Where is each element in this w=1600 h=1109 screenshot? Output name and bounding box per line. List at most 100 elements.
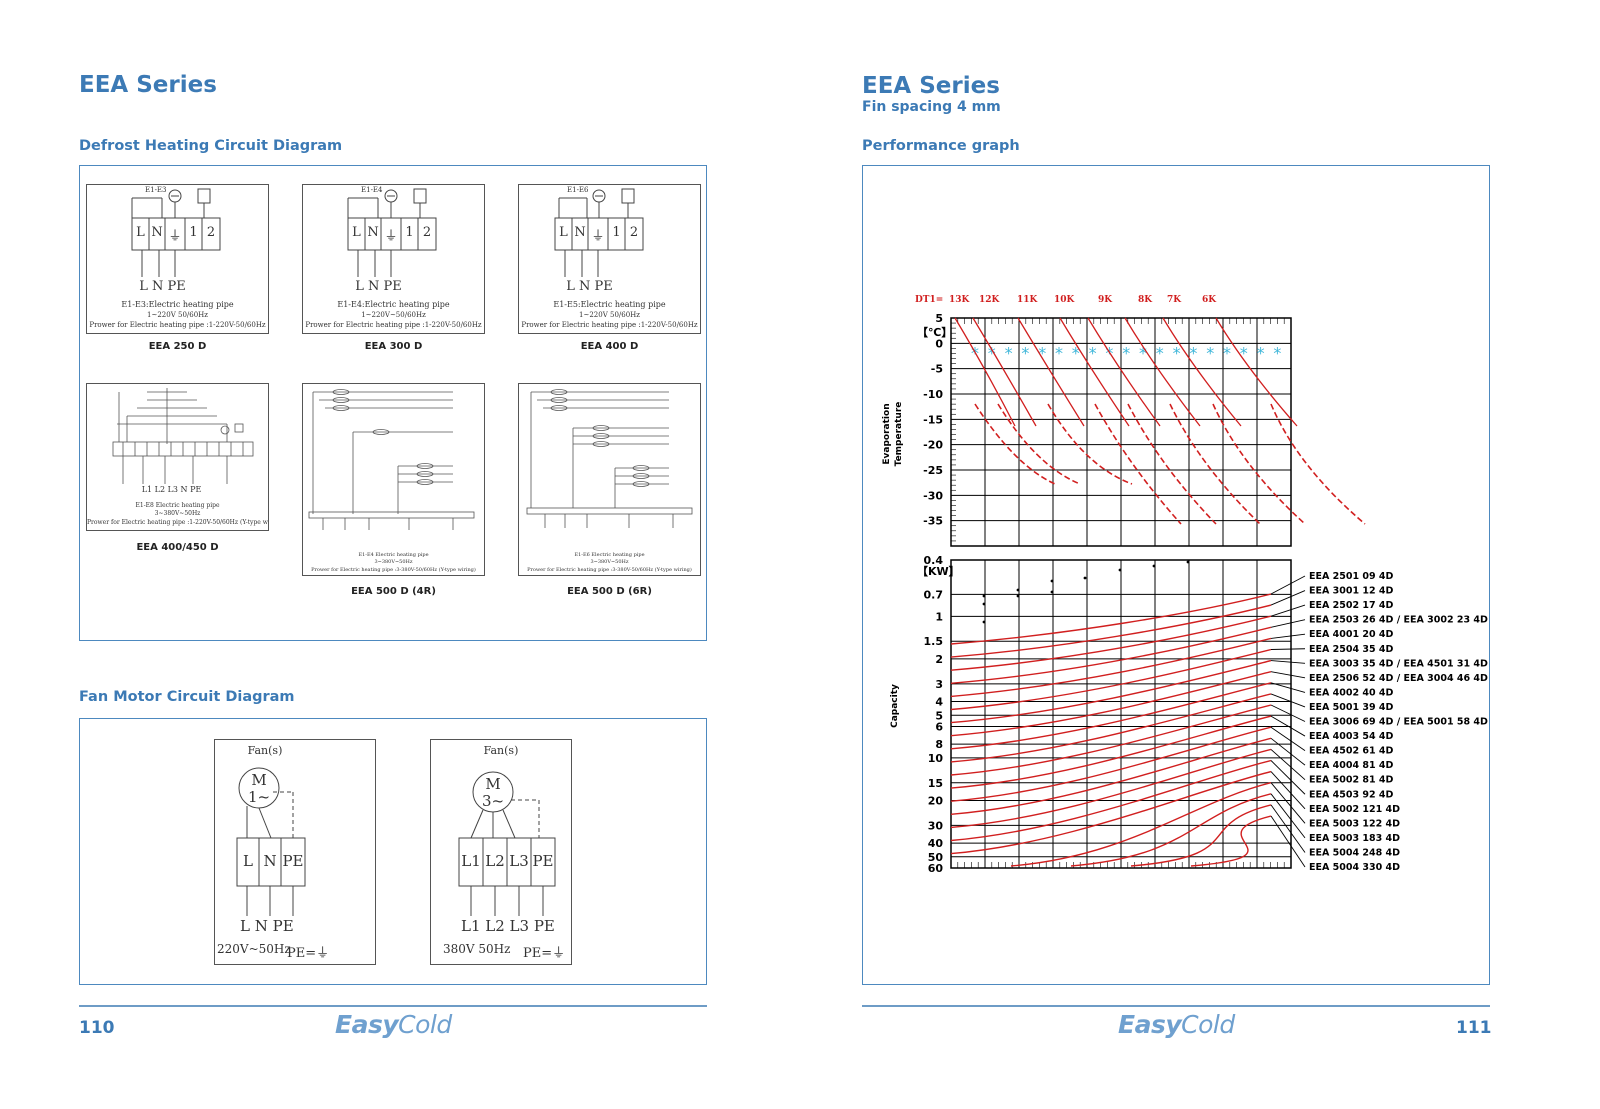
dt-label: 13K (949, 295, 971, 305)
asterisk-marker: * (1206, 343, 1214, 362)
terminal-l1: L1 (461, 852, 481, 870)
terminal-ground: ⏚ (168, 229, 182, 244)
asterisk-marker: * (988, 343, 996, 362)
supply-labels: L N PE (566, 279, 613, 294)
three-phase-heater-schematic (112, 388, 254, 484)
series-label: EEA 2501 09 4D (1309, 571, 1394, 582)
capacity-curve (1010, 782, 1272, 867)
y-axis-label: Temperature (894, 402, 904, 467)
terminal-labels: L1 L2 L3 PE (459, 852, 555, 870)
terminal-block-schematic (131, 188, 221, 277)
defrost-diagram-frame: E1-E3 L N ⏚ 1 2 L N PE E1-E3:Electric he… (79, 165, 707, 641)
y-tick-label: -15 (923, 413, 943, 426)
fan-diagram-three-phase: Fan(s) M 3~ L1 L2 L3 PE L1 L2 L3 PE 38 (430, 739, 572, 965)
y-tick-label: 0.4 (924, 554, 944, 567)
dt-prefix: DT1= (915, 295, 943, 305)
terminal-l: L (136, 225, 145, 240)
dt-label: 9K (1098, 295, 1113, 305)
data-dot (1152, 564, 1156, 568)
three-phase-heater-schematic (308, 389, 475, 530)
y-tick-label: 8 (935, 738, 943, 751)
y-tick-label: -10 (923, 388, 943, 401)
asterisk-marker: * (1139, 343, 1147, 362)
leader-line (1270, 749, 1306, 781)
terminal-pe: PE (532, 852, 554, 870)
series-label: EEA 4503 92 4D (1309, 789, 1394, 800)
supply-voltage: 220V~50Hz (217, 942, 291, 956)
dt-label: 12K (979, 295, 1001, 305)
motor-symbol: M 3~ (473, 776, 513, 810)
diagram-note-3: Prower for Electric heating pipe :3-380V… (311, 567, 476, 573)
diagram-note-3: Prower for Electric heating pipe :1-220V… (89, 321, 266, 329)
capacity-curve (1130, 804, 1272, 867)
y-axis-label: Capacity (890, 684, 900, 728)
fan-diagram-frame: Fan(s) M 1~ L N PE L N PE 220V~50Hz PE=⏚… (79, 718, 707, 985)
y-axis-label: Evaporation (882, 403, 892, 464)
capacity-curve (1190, 815, 1272, 867)
leader-line (1270, 648, 1306, 650)
diagram-note-1: E1-E4:Electric heating pipe (337, 300, 450, 309)
leader-line (1270, 760, 1306, 795)
brand-logo: EasyCold (1118, 1010, 1235, 1039)
evap-curve-solid (1215, 317, 1298, 427)
dt-label: 10K (1054, 295, 1076, 305)
asterisk-marker: * (1189, 343, 1197, 362)
terminal-l2: L2 (485, 852, 505, 870)
motor-phase: 1~ (247, 788, 271, 806)
terminal-2: 2 (422, 225, 432, 240)
left-page-title: EEA Series (79, 72, 217, 98)
series-label: EEA 4502 61 4D (1309, 746, 1394, 757)
leader-line (1270, 619, 1306, 628)
diagram-note-2: 3~380V~50Hz (374, 559, 413, 565)
leader-line (1270, 815, 1306, 868)
evap-curve-solid (954, 317, 1016, 427)
terminal-1: 1 (189, 225, 198, 240)
y-tick-label: 1 (935, 610, 943, 623)
y-tick-label: 2 (935, 653, 943, 666)
defrost-diagram-eea400: E1-E6 L N ⏚ 1 2 L N PE E1-E5:Electric he… (518, 184, 701, 334)
right-footer-rule (862, 1005, 1490, 1007)
y-tick-label: -30 (923, 489, 943, 502)
terminal-block-schematic (554, 188, 644, 277)
diagram-note-3: Prower for Electric heating pipe :1-220V… (305, 321, 482, 329)
diagram-note-2: 3~380V~50Hz (154, 510, 201, 517)
performance-chart-svg: DT1= 13K 12K 11K 10K 9K 8K 7K 6K50-5-10-15-20-25… (882, 295, 1488, 875)
data-dot (1186, 560, 1190, 564)
asterisk-marker: * (1223, 343, 1231, 362)
caption-eea400-450: EEA 400/450 D (136, 542, 219, 553)
bottom-unit-label: 【KW】 (917, 565, 960, 578)
terminal-l: L (243, 852, 253, 870)
performance-chart: DT1= 13K 12K 11K 10K 9K 8K 7K 6K 5 0 -5 -10 -15 -20 -25… (863, 166, 1488, 983)
asterisk-marker: * (1038, 343, 1046, 362)
evap-curve-dashed (997, 403, 1081, 485)
leader-line (1270, 771, 1306, 810)
brand-easy: Easy (335, 1010, 399, 1039)
terminal-labels: L N ⏚ 1 2 (132, 225, 220, 244)
capacity-curve (950, 704, 1272, 776)
leader-line (1270, 575, 1306, 595)
y-tick-label: 50 (928, 851, 944, 864)
leader-line (1270, 671, 1306, 679)
y-tick-label: 5 (935, 312, 943, 325)
dt-label: 8K (1138, 295, 1153, 305)
y-tick-label: 1.5 (924, 635, 944, 648)
left-page-number: 110 (79, 1018, 115, 1038)
caption-eea500-4r: EEA 500 D (4R) (351, 586, 436, 597)
supply-voltage: 380V 50Hz (443, 942, 511, 956)
series-label: EEA 4001 20 4D (1309, 629, 1394, 640)
series-label: EEA 4003 54 4D (1309, 731, 1394, 742)
brand-cold: Cold (398, 1010, 452, 1039)
dt-label: 6K (1202, 295, 1217, 305)
terminal-l: L (559, 225, 568, 240)
right-page-number: 111 (1456, 1018, 1492, 1038)
evap-curve-solid (1017, 317, 1085, 427)
asterisk-marker: * (1240, 343, 1248, 362)
supply-labels: L1 L2 L3 PE (461, 917, 555, 935)
diagram-note-2: 1~220V 50/60Hz (579, 311, 640, 319)
y-tick-label: -35 (923, 515, 943, 528)
asterisk-marker: * (1072, 343, 1080, 362)
brand-cold: Cold (1181, 1010, 1235, 1039)
capacity-curve (950, 726, 1272, 802)
y-tick-label: 6 (935, 720, 943, 733)
series-label: EEA 2506 52 4D / EEA 3004 46 4D (1309, 673, 1488, 684)
